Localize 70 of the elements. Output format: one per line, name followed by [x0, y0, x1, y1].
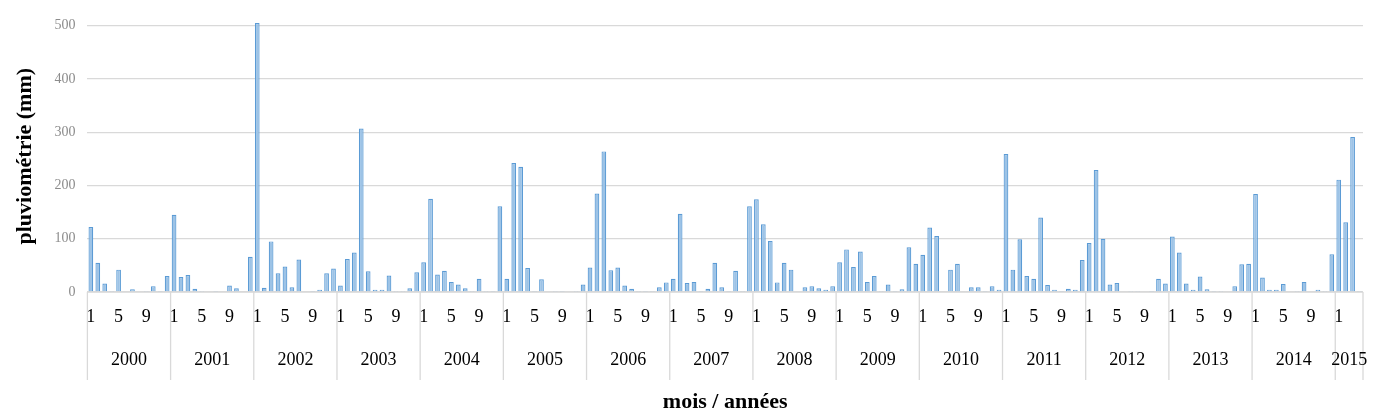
x-tick-label: 1	[1334, 305, 1344, 326]
x-tick-label: 5	[114, 305, 124, 326]
x-tick-label: 1	[1167, 305, 1177, 326]
x-tick-label: 5	[280, 305, 290, 326]
x-tick-label: 5	[1112, 305, 1122, 326]
x-tick-label: 9	[1306, 305, 1316, 326]
x-tick-label: 1	[835, 305, 845, 326]
text: 2008	[776, 348, 813, 369]
x-tick-label: 9	[973, 305, 983, 326]
x-tick-label: 9	[807, 305, 817, 326]
text: 2011	[1026, 348, 1062, 369]
x-tick-label: 9	[890, 305, 900, 326]
x-tick-label: 5	[862, 305, 872, 326]
x-tick-label: 1	[419, 305, 429, 326]
text: 2015	[1331, 348, 1368, 369]
x-tick-label: 5	[1278, 305, 1288, 326]
x-tick-label: 5	[363, 305, 373, 326]
x-tick-label: 9	[1140, 305, 1150, 326]
x-tick-label: 1	[1001, 305, 1011, 326]
x-axis-title: mois / années	[662, 388, 788, 414]
y-tick-label: 500	[54, 17, 76, 33]
x-tick-label: 5	[946, 305, 956, 326]
x-tick-label: 1	[668, 305, 678, 326]
x-tick-label: 5	[1029, 305, 1039, 326]
text: 2010	[942, 348, 979, 369]
x-tick-label: 1	[335, 305, 345, 326]
y-tick-label: 300	[54, 123, 76, 139]
y-tick-label: 0	[68, 283, 76, 299]
y-axis-title: pluviométrie (mm)	[10, 67, 36, 245]
x-tick-label: 1	[86, 305, 96, 326]
text: 2004	[443, 348, 480, 369]
x-tick-label: 5	[613, 305, 623, 326]
x-tick-label: 9	[1223, 305, 1233, 326]
text: 2003	[360, 348, 397, 369]
y-tick-label: 100	[54, 230, 76, 246]
x-tick-label: 5	[779, 305, 789, 326]
text: 2001	[194, 348, 231, 369]
text: 2000	[111, 348, 147, 369]
x-tick-label: 9	[225, 305, 235, 326]
x-tick-label: 1	[918, 305, 928, 326]
text: 2006	[610, 348, 647, 369]
text: 2009	[859, 348, 896, 369]
x-tick-label: 1	[502, 305, 512, 326]
x-tick-label: 5	[696, 305, 706, 326]
x-tick-label: 1	[585, 305, 595, 326]
y-tick-label: 200	[54, 177, 76, 193]
x-tick-label: 1	[169, 305, 179, 326]
x-tick-label: 1	[1084, 305, 1094, 326]
x-tick-label: 9	[141, 305, 151, 326]
text: 2012	[1109, 348, 1146, 369]
x-tick-label: 9	[557, 305, 567, 326]
x-tick-label: 9	[724, 305, 734, 326]
text: 2013	[1192, 348, 1229, 369]
x-tick-label: 9	[1056, 305, 1066, 326]
text: 2007	[693, 348, 730, 369]
y-tick-label: 400	[54, 70, 76, 86]
x-tick-label: 5	[530, 305, 540, 326]
x-tick-label: 9	[308, 305, 318, 326]
x-tick-label: 9	[640, 305, 650, 326]
x-tick-label: 5	[1195, 305, 1205, 326]
x-tick-label: 1	[1251, 305, 1261, 326]
x-tick-label: 1	[252, 305, 262, 326]
x-tick-label: 5	[197, 305, 207, 326]
x-tick-label: 1	[751, 305, 761, 326]
x-tick-label: 5	[446, 305, 456, 326]
text: 2002	[277, 348, 314, 369]
x-tick-label: 9	[391, 305, 401, 326]
x-tick-label: 9	[474, 305, 484, 326]
text: 2005	[526, 348, 563, 369]
text: 2014	[1275, 348, 1312, 369]
